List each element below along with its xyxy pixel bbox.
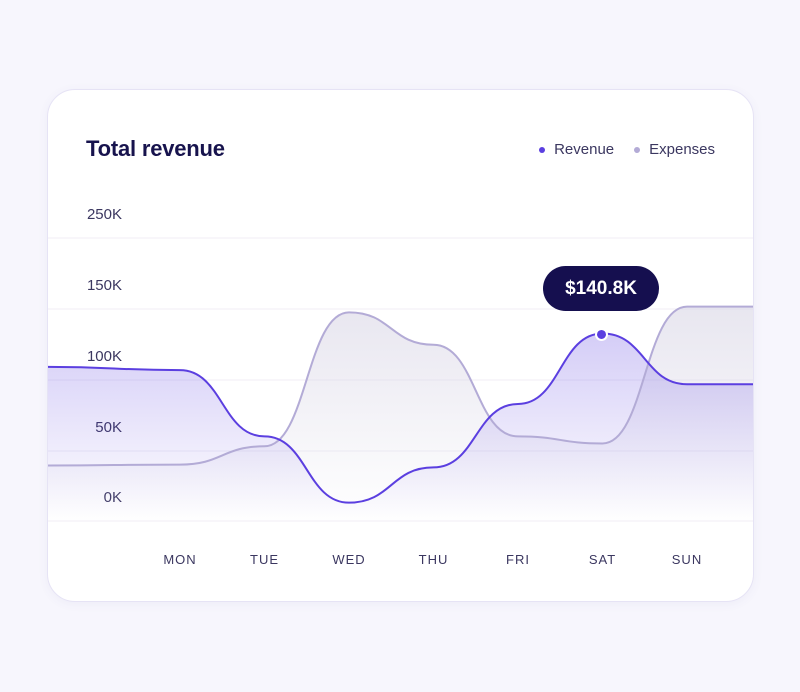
y-tick-label: 100K bbox=[87, 348, 122, 365]
x-tick-label: SUN bbox=[672, 552, 702, 567]
x-tick-label: WED bbox=[332, 552, 365, 567]
x-tick-label: THU bbox=[419, 552, 449, 567]
x-tick-label: MON bbox=[163, 552, 196, 567]
legend-item-expenses[interactable]: Expenses bbox=[634, 141, 715, 158]
chart-title: Total revenue bbox=[86, 136, 225, 161]
highlight-point[interactable] bbox=[595, 327, 608, 341]
chart-legend: Revenue Expenses bbox=[539, 141, 715, 158]
expenses-dot-icon bbox=[634, 146, 641, 153]
revenue-area bbox=[48, 333, 753, 521]
revenue-line bbox=[48, 332, 753, 504]
y-tick-label: 250K bbox=[87, 206, 122, 223]
legend-label-expenses: Expenses bbox=[649, 141, 715, 158]
expenses-line bbox=[48, 305, 753, 467]
y-tick-label: 150K bbox=[87, 277, 122, 294]
value-tooltip: $140.8K bbox=[543, 266, 659, 311]
revenue-dot-icon bbox=[539, 146, 546, 153]
x-tick-label: FRI bbox=[506, 552, 530, 567]
revenue-card: Total revenue Revenue Expenses 0K50K100K… bbox=[47, 89, 754, 602]
legend-label-revenue: Revenue bbox=[554, 141, 615, 158]
legend-item-revenue[interactable]: Revenue bbox=[539, 141, 614, 158]
x-tick-label: TUE bbox=[250, 552, 279, 567]
x-tick-label: SAT bbox=[589, 552, 616, 567]
